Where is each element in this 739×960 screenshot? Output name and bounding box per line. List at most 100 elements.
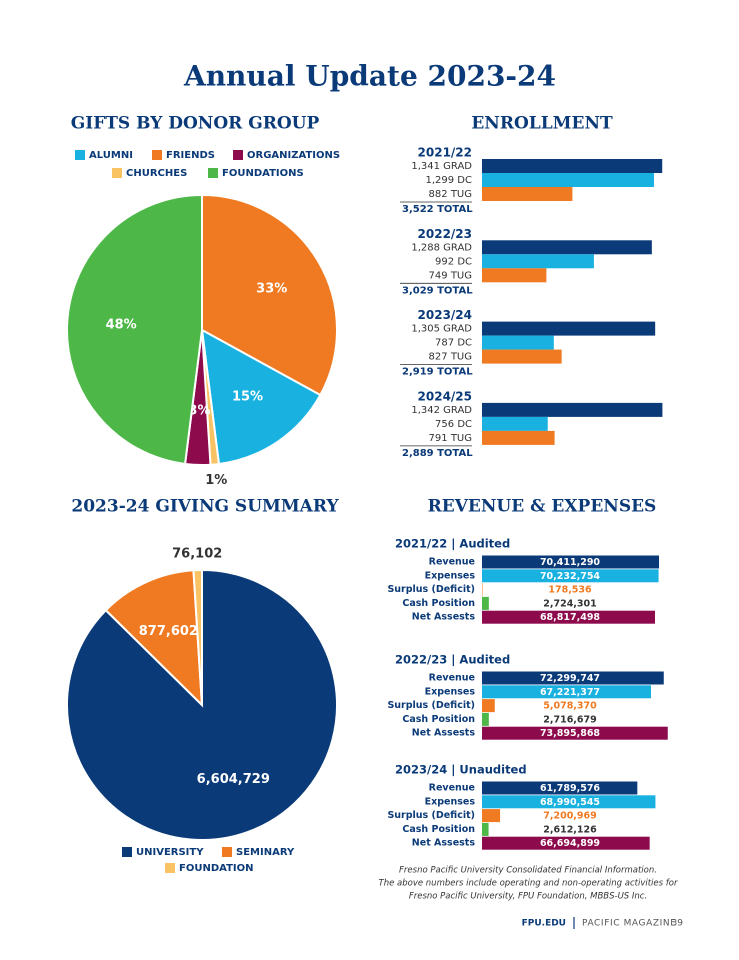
bar xyxy=(482,254,594,269)
bar-label: 1,299 DC xyxy=(426,175,473,186)
slice-label: 3% xyxy=(188,403,210,418)
slice-label: 33% xyxy=(256,281,287,296)
bar-label: 791 TUG xyxy=(429,433,472,444)
bar-label: 827 TUG xyxy=(429,352,472,363)
legend-label: CHURCHES xyxy=(126,168,187,179)
legend-label: UNIVERSITY xyxy=(136,847,204,858)
total-label: 3,029 TOTAL xyxy=(402,285,473,296)
row-label: Surplus (Deficit) xyxy=(387,700,475,711)
chart-subtitle: 2022/23 | Audited xyxy=(395,653,510,667)
note-line: The above numbers include operating and … xyxy=(379,879,678,889)
bar-label: 5,078,370 xyxy=(543,701,597,712)
page-title: Annual Update 2023-24 xyxy=(183,60,556,93)
bar-label: 61,789,576 xyxy=(540,783,600,794)
bar-label: 178,536 xyxy=(548,585,592,596)
total-label: 3,522 TOTAL xyxy=(402,204,473,215)
group-label: 2022/23 xyxy=(418,227,472,241)
legend-swatch xyxy=(222,847,232,857)
bar xyxy=(482,555,660,569)
bar xyxy=(482,822,489,836)
row-label: Cash Position xyxy=(402,824,475,835)
bar-label: 67,221,377 xyxy=(540,687,600,698)
bar xyxy=(482,321,656,336)
total-label: 2,919 TOTAL xyxy=(402,367,473,378)
bar-label: 2,612,126 xyxy=(543,824,597,835)
bar xyxy=(482,836,650,850)
chart-subtitle: 2023/24 | Unaudited xyxy=(395,763,527,777)
bar xyxy=(482,268,547,283)
bar xyxy=(482,159,663,173)
chart-title: ENROLLMENT xyxy=(471,114,613,134)
legend-label: FRIENDS xyxy=(166,150,215,161)
note-line: Fresno Pacific University Consolidated F… xyxy=(399,866,657,876)
row-label: Net Assests xyxy=(412,838,476,849)
legend-swatch xyxy=(75,150,85,160)
legend-label: FOUNDATION xyxy=(179,863,254,874)
chart-subtitle: 2021/22 | Audited xyxy=(395,537,510,551)
pie-slice xyxy=(201,193,338,397)
bar xyxy=(482,569,659,583)
bar-label: 70,232,754 xyxy=(540,571,600,582)
bar-label: 787 DC xyxy=(435,338,472,349)
row-label: Surplus (Deficit) xyxy=(387,810,475,821)
bar xyxy=(482,402,663,417)
legend-swatch xyxy=(208,168,218,178)
legend-label: SEMINARY xyxy=(236,847,295,858)
note-line: Fresno Pacific University, FPU Foundatio… xyxy=(409,892,647,902)
pie-slice xyxy=(66,193,203,466)
bar-label: 73,895,868 xyxy=(540,728,600,739)
pie-slice xyxy=(104,569,204,708)
row-label: Cash Position xyxy=(402,598,475,609)
chart-title: GIFTS BY DONOR GROUP xyxy=(71,114,320,134)
bar-label: 2,724,301 xyxy=(543,598,597,609)
bar-label: 1,341 GRAD xyxy=(411,161,472,172)
footer-page: 39 xyxy=(672,919,684,929)
row-label: Net Assests xyxy=(412,612,476,623)
bar xyxy=(482,173,654,187)
bar-label: 756 DC xyxy=(435,419,472,430)
bar-label: 1,288 GRAD xyxy=(411,242,472,253)
bar-label: 1,305 GRAD xyxy=(411,324,472,335)
bar xyxy=(482,699,495,713)
bar xyxy=(482,795,656,809)
legend-label: ORGANIZATIONS xyxy=(247,150,340,161)
footer-site: FPU.EDU xyxy=(522,919,566,929)
bar-label: 992 DC xyxy=(435,256,472,267)
row-label: Revenue xyxy=(429,783,475,794)
bar xyxy=(482,671,664,685)
slice-label: 76,102 xyxy=(172,546,222,561)
bar xyxy=(482,685,651,699)
bar-label: 66,694,899 xyxy=(540,838,600,849)
group-label: 2023/24 xyxy=(418,308,472,322)
legend-label: FOUNDATIONS xyxy=(222,168,304,179)
row-label: Revenue xyxy=(429,673,475,684)
row-label: Revenue xyxy=(429,557,475,568)
legend-swatch xyxy=(233,150,243,160)
bar xyxy=(482,596,489,610)
legend-swatch xyxy=(112,168,122,178)
slice-label: 15% xyxy=(232,389,263,404)
bar xyxy=(482,781,638,795)
bar-label: 72,299,747 xyxy=(540,673,600,684)
slice-label: 877,602 xyxy=(139,624,198,639)
legend-swatch xyxy=(165,863,175,873)
bar xyxy=(482,240,652,255)
bar xyxy=(482,416,548,431)
bar-label: 68,990,545 xyxy=(540,797,600,808)
slice-label: 48% xyxy=(106,317,137,332)
row-label: Cash Position xyxy=(402,714,475,725)
bar xyxy=(482,712,489,726)
bar-label: 2,716,679 xyxy=(543,714,597,725)
bar-label: 68,817,498 xyxy=(540,612,600,623)
bar xyxy=(482,187,573,201)
chart-title: 2023-24 GIVING SUMMARY xyxy=(71,497,339,517)
bar xyxy=(482,335,554,350)
row-label: Expenses xyxy=(425,686,476,697)
slice-label: 1% xyxy=(205,473,227,488)
slice-label: 6,604,729 xyxy=(197,772,270,787)
row-label: Net Assests xyxy=(412,728,476,739)
chart-title: REVENUE & EXPENSES xyxy=(428,497,657,517)
legend-swatch xyxy=(152,150,162,160)
row-label: Surplus (Deficit) xyxy=(387,584,475,595)
